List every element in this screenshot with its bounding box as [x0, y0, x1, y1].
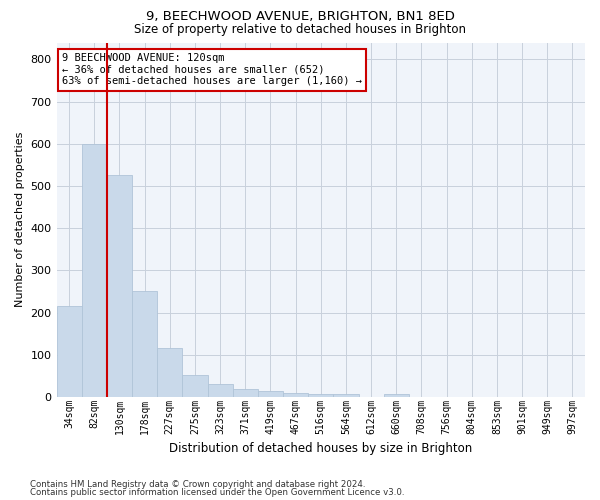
Bar	[283, 393, 308, 397]
Bar	[182, 375, 208, 397]
Text: Size of property relative to detached houses in Brighton: Size of property relative to detached ho…	[134, 22, 466, 36]
Bar	[308, 394, 334, 397]
Y-axis label: Number of detached properties: Number of detached properties	[15, 132, 25, 308]
Bar	[208, 384, 233, 397]
Text: Contains public sector information licensed under the Open Government Licence v3: Contains public sector information licen…	[30, 488, 404, 497]
Bar	[258, 390, 283, 397]
Text: 9, BEECHWOOD AVENUE, BRIGHTON, BN1 8ED: 9, BEECHWOOD AVENUE, BRIGHTON, BN1 8ED	[146, 10, 454, 23]
Bar	[157, 348, 182, 397]
Text: Contains HM Land Registry data © Crown copyright and database right 2024.: Contains HM Land Registry data © Crown c…	[30, 480, 365, 489]
X-axis label: Distribution of detached houses by size in Brighton: Distribution of detached houses by size …	[169, 442, 472, 455]
Bar	[233, 390, 258, 397]
Text: 9 BEECHWOOD AVENUE: 120sqm
← 36% of detached houses are smaller (652)
63% of sem: 9 BEECHWOOD AVENUE: 120sqm ← 36% of deta…	[62, 53, 362, 86]
Bar	[56, 306, 82, 397]
Bar	[383, 394, 409, 397]
Bar	[107, 176, 132, 397]
Bar	[82, 144, 107, 397]
Bar	[334, 394, 359, 397]
Bar	[132, 290, 157, 397]
